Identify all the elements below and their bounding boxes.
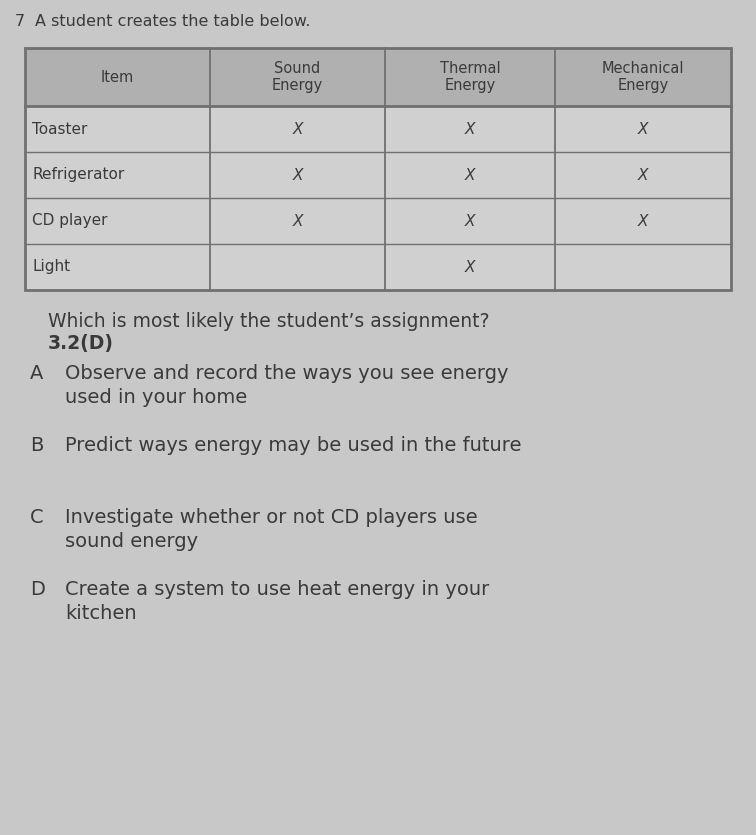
Text: Predict ways energy may be used in the future: Predict ways energy may be used in the f…	[65, 436, 522, 455]
Bar	[25, 244, 731, 290]
Bar	[25, 198, 731, 244]
Bar	[25, 48, 731, 290]
Text: C: C	[30, 508, 44, 527]
Text: X: X	[638, 214, 648, 229]
Bar	[25, 106, 731, 152]
Text: Sound
Energy: Sound Energy	[272, 61, 323, 94]
Text: 3.2(D): 3.2(D)	[48, 334, 114, 353]
Text: Item: Item	[101, 69, 134, 84]
Text: D: D	[30, 580, 45, 599]
Text: Toaster: Toaster	[32, 122, 88, 136]
Text: X: X	[293, 168, 302, 183]
Text: 7: 7	[15, 14, 25, 29]
Text: B: B	[30, 436, 43, 455]
Text: Investigate whether or not CD players use
sound energy: Investigate whether or not CD players us…	[65, 508, 478, 551]
Text: X: X	[638, 122, 648, 136]
Text: X: X	[465, 122, 476, 136]
Text: X: X	[293, 122, 302, 136]
Text: A student creates the table below.: A student creates the table below.	[35, 14, 311, 29]
Text: Refrigerator: Refrigerator	[32, 168, 124, 183]
Text: X: X	[638, 168, 648, 183]
Bar	[25, 152, 731, 198]
Text: Which is most likely the student’s assignment?: Which is most likely the student’s assig…	[48, 312, 489, 331]
Text: Light: Light	[32, 260, 70, 275]
Text: A: A	[30, 364, 43, 383]
Text: Create a system to use heat energy in your
kitchen: Create a system to use heat energy in yo…	[65, 580, 489, 623]
Bar	[25, 48, 731, 106]
Text: CD player: CD player	[32, 214, 107, 229]
Text: X: X	[293, 214, 302, 229]
Text: Observe and record the ways you see energy
used in your home: Observe and record the ways you see ener…	[65, 364, 509, 407]
Text: X: X	[465, 214, 476, 229]
Text: Mechanical
Energy: Mechanical Energy	[602, 61, 684, 94]
Text: X: X	[465, 260, 476, 275]
Text: Thermal
Energy: Thermal Energy	[440, 61, 500, 94]
Text: X: X	[465, 168, 476, 183]
